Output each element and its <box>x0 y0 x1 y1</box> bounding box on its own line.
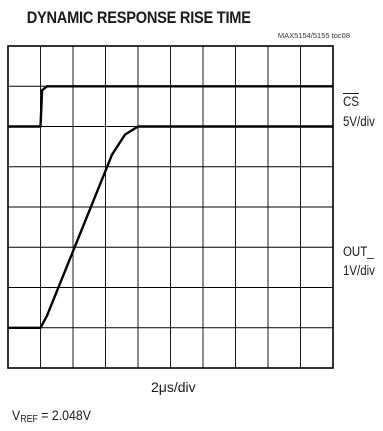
out-trace-line <box>8 125 333 329</box>
time-scale-label: 2μs/div <box>151 379 196 395</box>
cs-trace-line <box>8 85 333 128</box>
series-out-name: OUT_ <box>343 244 374 259</box>
series-cs-scale: 5V/div <box>343 114 375 129</box>
series-cs-name: CS <box>343 94 359 109</box>
series-out-scale: 1V/div <box>343 263 375 278</box>
figure-reference: MAX5154/5155 toc08 <box>277 31 350 40</box>
vref-value: = 2.048V <box>37 407 91 423</box>
vref-condition: VREF = 2.048V <box>12 407 91 425</box>
chart-title: DYNAMIC RESPONSE RISE TIME <box>26 8 251 27</box>
plot-grid <box>8 46 333 368</box>
plot-frame <box>7 45 334 369</box>
plot-traces <box>8 85 333 329</box>
vref-subscript: REF <box>20 414 38 425</box>
vref-symbol: V <box>12 407 21 423</box>
